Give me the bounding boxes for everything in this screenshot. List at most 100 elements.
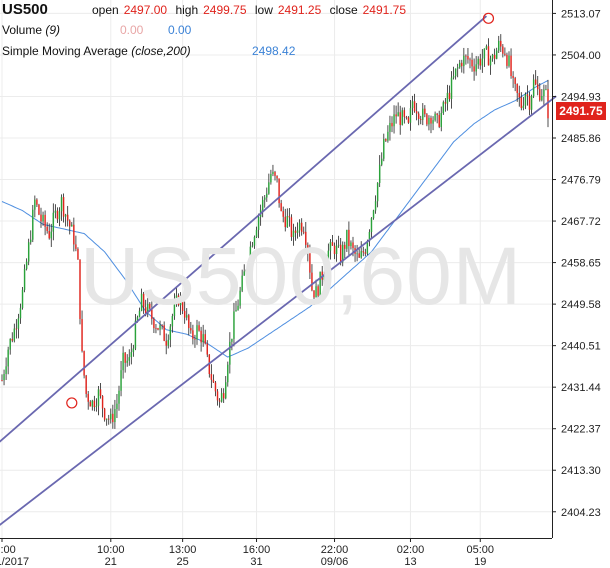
- candle-body: [163, 325, 165, 341]
- candle: [284, 208, 286, 232]
- candle: [62, 193, 65, 223]
- volume-value-2: 0.00: [168, 23, 192, 37]
- candle: [290, 214, 293, 241]
- candle: [407, 116, 410, 124]
- channel-lines: [0, 15, 557, 526]
- candle-body: [346, 229, 348, 249]
- candle: [124, 351, 126, 373]
- candle: [85, 374, 87, 398]
- candle: [333, 242, 336, 260]
- candle: [401, 107, 403, 126]
- candle: [179, 292, 182, 315]
- candle-body: [547, 89, 549, 119]
- candle: [368, 229, 371, 247]
- candle-body: [225, 382, 227, 399]
- candle: [165, 333, 167, 355]
- candle: [278, 178, 280, 208]
- candle: [438, 110, 440, 129]
- x-tick-date: 31: [250, 556, 262, 568]
- candle: [194, 334, 196, 348]
- candle-body: [530, 96, 533, 110]
- candle: [208, 354, 211, 378]
- candle: [233, 302, 235, 347]
- candle: [465, 54, 467, 65]
- candle-body: [222, 393, 225, 399]
- candle: [292, 223, 295, 246]
- candle-body: [75, 244, 77, 249]
- candle: [506, 52, 508, 69]
- candle: [537, 75, 539, 96]
- candle: [198, 321, 200, 332]
- candle-body: [181, 298, 184, 311]
- candle-body: [424, 108, 426, 115]
- sma-line: [1, 80, 549, 358]
- candle: [251, 242, 254, 248]
- candle: [471, 52, 473, 72]
- y-tick-label: 2476.79: [561, 175, 601, 187]
- candle-body: [539, 89, 541, 101]
- candle-body: [93, 400, 96, 408]
- candle: [247, 261, 250, 276]
- candle: [268, 173, 270, 195]
- candle-body: [212, 379, 215, 383]
- candle-body: [40, 214, 42, 222]
- candle: [294, 226, 297, 241]
- candle-body: [502, 46, 504, 54]
- candle-body: [493, 54, 496, 59]
- candle: [186, 308, 188, 321]
- candle-body: [126, 360, 128, 363]
- symbol-title: US500: [2, 1, 48, 18]
- y-tick-label: 2449.58: [561, 299, 601, 311]
- x-axis: 05:0008/11/201710:002113:002516:003122:0…: [0, 538, 552, 568]
- candle-body: [179, 298, 182, 306]
- candle-body: [510, 55, 512, 76]
- candle: [77, 247, 79, 260]
- candle-body: [214, 382, 217, 392]
- candle-body: [506, 54, 508, 66]
- candle-body: [218, 400, 221, 402]
- candle-body: [409, 108, 412, 123]
- candle: [190, 321, 192, 334]
- candle-body: [42, 214, 44, 222]
- candle-body: [448, 92, 451, 99]
- candle-body: [276, 175, 278, 179]
- candle: [432, 116, 434, 131]
- candle: [381, 152, 383, 167]
- candle: [235, 300, 237, 312]
- candle-body: [116, 403, 118, 410]
- candle-body: [300, 222, 303, 232]
- candle-body: [77, 248, 79, 260]
- candle: [147, 297, 149, 318]
- x-tick-time: 05:00: [466, 544, 494, 556]
- candle: [360, 241, 362, 259]
- candle-body: [463, 55, 465, 67]
- candle: [329, 239, 332, 260]
- candle: [134, 314, 137, 351]
- sma-legend[interactable]: Simple Moving Average (close,200): [2, 44, 191, 58]
- candle-body: [323, 274, 325, 280]
- candle-body: [231, 338, 233, 342]
- candle: [378, 155, 381, 188]
- candle-body: [479, 58, 481, 66]
- candle: [73, 217, 75, 252]
- candle-body: [391, 122, 393, 127]
- candle: [69, 219, 71, 235]
- channel-line-upper: [0, 15, 488, 443]
- candle: [534, 70, 537, 86]
- x-tick-date: 19: [474, 556, 486, 568]
- candle-body: [309, 251, 311, 273]
- candle-body: [325, 266, 328, 275]
- candle-body: [253, 236, 256, 246]
- candle-body: [286, 216, 289, 228]
- candle-body: [518, 92, 520, 98]
- candle: [405, 115, 408, 120]
- x-tick-date: 21: [105, 556, 117, 568]
- candle-body: [229, 341, 231, 365]
- candle: [459, 59, 461, 69]
- volume-legend[interactable]: Volume (9): [2, 23, 60, 37]
- candle-body: [241, 275, 243, 291]
- candle-body: [364, 252, 367, 254]
- candle: [42, 211, 44, 226]
- channel-line-lower: [0, 95, 557, 526]
